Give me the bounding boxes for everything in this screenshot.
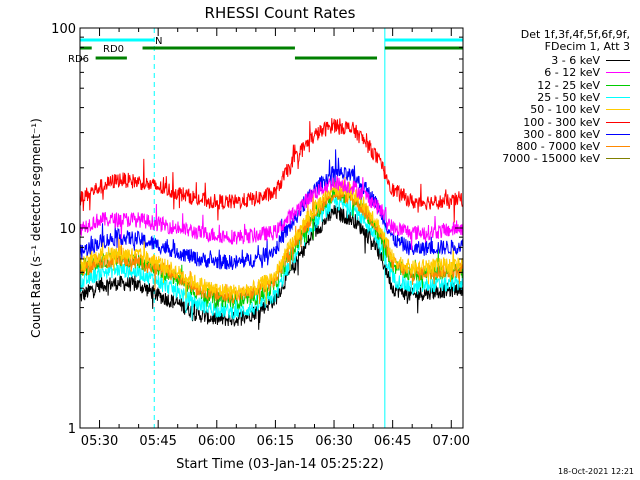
- legend-item: 25 - 50 keV: [537, 91, 630, 104]
- legend-item: 300 - 800 keV: [523, 128, 630, 141]
- legend-header-decimation: FDecim 1, Att 3: [544, 40, 630, 53]
- series-line-1: [79, 175, 464, 251]
- legend-label: 7000 - 15000 keV: [502, 152, 600, 166]
- legend-label: 100 - 300 keV: [523, 115, 600, 129]
- series-line-5: [79, 118, 463, 223]
- x-tick-label-1: 05:45: [139, 434, 176, 449]
- flag-label-RD6: RD6: [68, 54, 89, 65]
- legend-swatch: [606, 146, 630, 148]
- axes: 1 10 100 05:30 05:45 06:00 06:15 06:30 06:45 07:0…: [51, 22, 470, 449]
- series-line-4: [79, 178, 464, 304]
- x-tick-label-4: 06:30: [315, 434, 352, 449]
- legend-item: 6 - 12 keV: [544, 66, 630, 79]
- legend-item: 3 - 6 keV: [551, 54, 630, 67]
- legend-item: 50 - 100 keV: [530, 103, 630, 116]
- legend-item: 7000 - 15000 keV: [502, 152, 630, 165]
- legend-swatch: [606, 60, 630, 61]
- plot-area: N RD0 RD6: [68, 28, 464, 428]
- y-tick-label-0: 1: [68, 422, 76, 437]
- chart-title: RHESSI Count Rates: [205, 4, 356, 22]
- y-axis-label: Count Rate (s⁻¹ detector segment⁻¹): [29, 118, 43, 338]
- legend-swatch: [606, 121, 630, 123]
- x-axis-label: Start Time (03-Jan-14 05:25:22): [176, 457, 384, 472]
- legend-label: 800 - 7000 keV: [516, 140, 600, 154]
- series-line-6: [79, 149, 464, 270]
- footer-date: 18-Oct-2021 12:21: [558, 467, 634, 476]
- legend-swatch: [606, 133, 630, 135]
- y-tick-label-2: 100: [51, 22, 76, 37]
- legend-label: 6 - 12 keV: [544, 66, 600, 80]
- y-tick-label-1: 10: [59, 222, 76, 237]
- x-tick-label-0: 05:30: [81, 434, 118, 449]
- legend-label: 12 - 25 keV: [537, 78, 600, 92]
- flag-label-N: N: [155, 36, 162, 47]
- legend-item: 800 - 7000 keV: [516, 140, 630, 153]
- series-line-3: [79, 194, 464, 321]
- x-tick-label-5: 06:45: [374, 434, 411, 449]
- legend-label: 50 - 100 keV: [530, 103, 600, 117]
- x-tick-label-2: 06:00: [198, 434, 235, 449]
- x-tick-label-6: 07:00: [433, 434, 470, 449]
- legend-label: 25 - 50 keV: [537, 90, 600, 104]
- legend-item: 12 - 25 keV: [537, 79, 630, 92]
- flag-label-RD0: RD0: [103, 44, 124, 55]
- legend-swatch: [606, 72, 630, 74]
- legend-swatch: [606, 96, 630, 98]
- legend-swatch: [606, 84, 630, 86]
- legend-item: 100 - 300 keV: [523, 116, 630, 129]
- legend-header-detectors: Det 1f,3f,4f,5f,6f,9f,: [520, 28, 630, 41]
- x-tick-label-3: 06:15: [257, 434, 294, 449]
- legend-swatch: [606, 109, 630, 111]
- legend-swatch: [606, 158, 630, 160]
- legend-label: 3 - 6 keV: [551, 54, 600, 67]
- legend-label: 300 - 800 keV: [523, 127, 600, 141]
